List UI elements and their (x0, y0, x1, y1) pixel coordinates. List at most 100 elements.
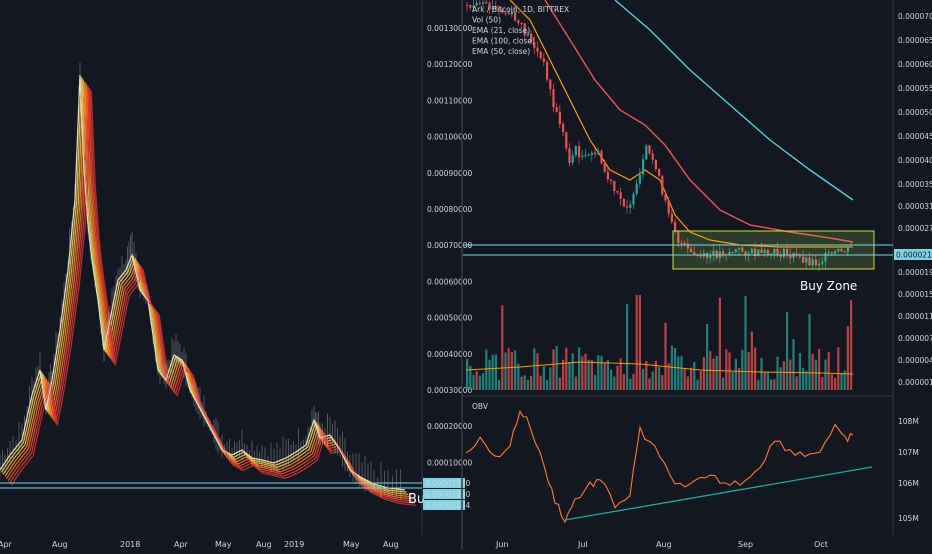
volume-bar (498, 379, 501, 390)
volume-bar (590, 360, 593, 390)
buy-zone-box (672, 230, 875, 270)
obv-line (465, 409, 854, 524)
candle-body (798, 254, 801, 257)
volume-bar (734, 358, 737, 390)
candle-body (584, 155, 587, 157)
left-price-badge (423, 489, 465, 499)
candle-body (507, 12, 510, 15)
volume-bar (606, 360, 609, 390)
candle-body (571, 155, 574, 163)
volume-bar (722, 377, 725, 390)
volume-bar (805, 370, 808, 390)
volume-bar (846, 326, 849, 390)
volume-bar (517, 363, 520, 390)
legend-entry: EMA (21, close) (472, 26, 530, 35)
volume-bar (629, 378, 632, 390)
left-y-tick: 0.00090000 (427, 169, 473, 178)
volume-bar (603, 362, 606, 390)
candle-body (834, 251, 837, 254)
candle-body (498, 8, 501, 10)
right-y-tick: 0.00003100 (898, 202, 932, 211)
candle-body (837, 249, 840, 252)
volume-bar (750, 331, 753, 390)
volume-bar (635, 295, 638, 390)
candle-body (600, 151, 603, 164)
volume-bar (565, 347, 568, 390)
candle-body (616, 190, 619, 193)
candle-body (846, 246, 849, 253)
volume-bar (754, 347, 757, 390)
volume-bar (661, 375, 664, 390)
candle-body (654, 159, 657, 170)
candle-body (622, 198, 625, 207)
candle-body (626, 206, 629, 208)
left-y-tick: 0.00130000 (427, 24, 473, 33)
volume-bar (558, 377, 561, 390)
candle-body (814, 259, 817, 266)
candle-body (606, 171, 609, 180)
right-y-tick: 0.00000100 (898, 378, 932, 387)
left-x-tick: May (215, 540, 232, 549)
candle-body (645, 145, 648, 160)
volume-bar (542, 366, 545, 390)
volume-bar (814, 359, 817, 390)
candle-body (546, 61, 549, 80)
volume-bar (667, 363, 670, 390)
legend-entry: EMA (100, close) (472, 37, 535, 46)
volume-bar (658, 366, 661, 390)
candle-body (690, 248, 693, 253)
volume-bar (766, 372, 769, 390)
candle-body (830, 252, 833, 254)
candle-body (648, 145, 651, 154)
right-x-tick: Sep (738, 540, 753, 549)
obv-tick: 106M (898, 479, 919, 488)
left-price-label: 0.00003570 (425, 479, 471, 488)
obv-tick: 108M (898, 417, 919, 426)
candle-body (818, 263, 821, 266)
candle-body (590, 152, 593, 155)
volume-bar (782, 361, 785, 390)
candle-body (475, 2, 478, 6)
volume-bar (520, 376, 523, 390)
volume-bar (539, 375, 542, 390)
candle-body (469, 5, 472, 8)
right-y-tick: 0.00002700 (898, 224, 932, 233)
left-price-label: 0.00002290 (425, 490, 471, 499)
left-price-badge (423, 500, 465, 510)
candle-body (728, 251, 731, 255)
candle-body (530, 33, 533, 43)
candle-body (491, 6, 494, 10)
candle-body (709, 255, 712, 259)
left-x-tick: Aug (383, 540, 399, 549)
volume-bar (802, 367, 805, 390)
candle-body (533, 42, 536, 48)
left-price-badge (423, 478, 465, 488)
candle-body (568, 148, 571, 163)
left-y-tick: 0.00120000 (427, 60, 473, 69)
volume-bar (776, 356, 779, 390)
left-y-tick: 0.00050000 (427, 314, 473, 323)
volume-bar (712, 358, 715, 390)
candle-body (763, 249, 766, 253)
obv-tick: 107M (898, 448, 919, 457)
candle-body (750, 248, 753, 254)
candle-body (674, 221, 677, 232)
candle-body (555, 107, 558, 112)
volume-bar (741, 349, 744, 390)
volume-bar (744, 295, 747, 390)
volume-bar (795, 376, 798, 390)
candle-body (805, 257, 808, 263)
left-y-tick: 0.00070000 (427, 241, 473, 250)
volume-bar (763, 371, 766, 390)
volume-bar (792, 339, 795, 390)
right-y-tick: 0.00006000 (898, 60, 932, 69)
candle-body (581, 155, 584, 158)
candle-body (520, 23, 523, 25)
left-y-tick: 0.00110000 (427, 96, 473, 105)
volume-bar (594, 375, 597, 390)
volume-bar (597, 355, 600, 390)
right-y-tick: 0.00001900 (898, 268, 932, 277)
candle-body (782, 248, 785, 257)
candle-body (802, 256, 805, 263)
